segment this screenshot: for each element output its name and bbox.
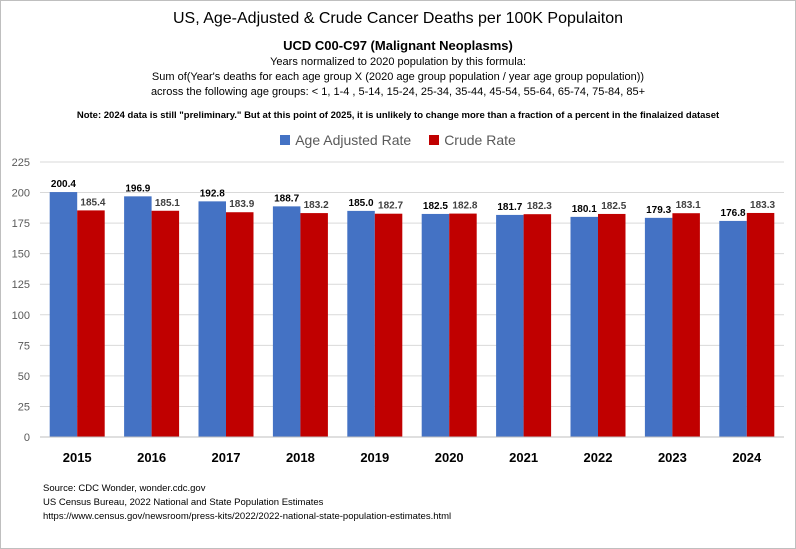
x-tick-label: 2023 <box>658 450 687 465</box>
x-tick-label: 2017 <box>212 450 241 465</box>
bar-crude <box>151 210 180 437</box>
data-label-crude: 182.3 <box>527 201 552 212</box>
chart-legend: Age Adjusted Rate Crude Rate <box>0 132 796 148</box>
data-label-age-adjusted: 196.9 <box>125 183 150 194</box>
description-line-2: Sum of(Year's deaths for each age group … <box>151 71 645 83</box>
data-label-crude: 182.7 <box>378 201 403 212</box>
preliminary-note: Note: 2024 data is still "preliminary." … <box>76 110 720 121</box>
y-tick-label: 100 <box>12 310 30 322</box>
bar-age-adjusted <box>347 210 375 437</box>
bar-age-adjusted <box>49 192 78 437</box>
description-line-3: across the following age groups: < 1, 1-… <box>150 86 646 98</box>
y-tick-label: 125 <box>12 279 30 291</box>
data-label-age-adjusted: 179.3 <box>646 205 671 216</box>
data-label-crude: 185.1 <box>155 198 180 209</box>
data-label-age-adjusted: 180.1 <box>572 204 597 215</box>
x-tick-label: 2018 <box>286 450 315 465</box>
y-tick-label: 25 <box>18 401 30 413</box>
y-tick-label: 175 <box>12 218 30 230</box>
data-label-age-adjusted: 181.7 <box>497 202 522 213</box>
legend-item-crude: Crude Rate <box>429 132 516 148</box>
x-tick-label: 2019 <box>360 450 389 465</box>
bar-crude <box>746 212 775 437</box>
legend-label-crude: Crude Rate <box>444 132 516 148</box>
y-tick-label: 200 <box>12 188 30 200</box>
y-tick-label: 150 <box>12 249 30 261</box>
x-tick-label: 2020 <box>435 450 464 465</box>
legend-label-age-adjusted: Age Adjusted Rate <box>295 132 412 148</box>
data-label-crude: 185.4 <box>80 197 105 208</box>
bar-crude <box>598 213 626 437</box>
bar-age-adjusted <box>644 217 673 437</box>
bar-crude <box>374 213 403 437</box>
bar-age-adjusted <box>198 201 226 437</box>
bar-age-adjusted <box>496 214 524 437</box>
source-line-1: Source: CDC Wonder, wonder.cdc.gov <box>43 483 206 494</box>
y-tick-label: 50 <box>18 371 30 383</box>
data-label-crude: 183.3 <box>750 200 775 211</box>
data-label-crude: 182.5 <box>601 201 626 212</box>
y-tick-label: 225 <box>12 157 30 169</box>
legend-item-age-adjusted: Age Adjusted Rate <box>280 132 411 148</box>
bar-crude <box>449 213 477 437</box>
bar-crude <box>300 213 328 437</box>
bar-crude <box>523 214 552 437</box>
x-tick-label: 2022 <box>584 450 613 465</box>
data-label-age-adjusted: 192.8 <box>200 188 225 199</box>
legend-swatch-age-adjusted <box>280 135 291 145</box>
bar-age-adjusted <box>272 206 301 437</box>
data-label-crude: 183.2 <box>304 200 329 211</box>
bar-crude <box>672 213 700 437</box>
x-tick-label: 2024 <box>732 450 762 465</box>
x-tick-label: 2016 <box>137 450 166 465</box>
data-label-age-adjusted: 200.4 <box>51 179 76 190</box>
chart-title: US, Age-Adjusted & Crude Cancer Deaths p… <box>172 10 624 27</box>
x-tick-label: 2021 <box>509 450 538 465</box>
data-label-crude: 183.1 <box>676 200 701 211</box>
bar-crude <box>226 212 254 437</box>
bar-age-adjusted <box>570 216 598 437</box>
bar-age-adjusted <box>124 196 152 437</box>
data-label-age-adjusted: 188.7 <box>274 193 299 204</box>
data-label-crude: 183.9 <box>229 199 254 210</box>
bar-crude <box>77 210 105 437</box>
legend-swatch-crude <box>429 135 440 145</box>
y-tick-label: 0 <box>24 432 30 444</box>
data-label-crude: 182.8 <box>452 201 477 212</box>
description-line-1: Years normalized to 2020 population by t… <box>270 56 526 68</box>
source-line-3: https://www.census.gov/newsroom/press-ki… <box>43 511 452 522</box>
x-tick-label: 2015 <box>63 450 92 465</box>
data-label-age-adjusted: 182.5 <box>423 201 448 212</box>
bar-age-adjusted <box>719 220 747 437</box>
data-label-age-adjusted: 176.8 <box>721 208 746 219</box>
source-line-2: US Census Bureau, 2022 National and Stat… <box>43 497 324 508</box>
y-tick-label: 75 <box>18 340 30 352</box>
bar-age-adjusted <box>421 213 450 437</box>
data-label-age-adjusted: 185.0 <box>349 198 374 209</box>
chart-subtitle: UCD C00-C97 (Malignant Neoplasms) <box>283 38 513 53</box>
